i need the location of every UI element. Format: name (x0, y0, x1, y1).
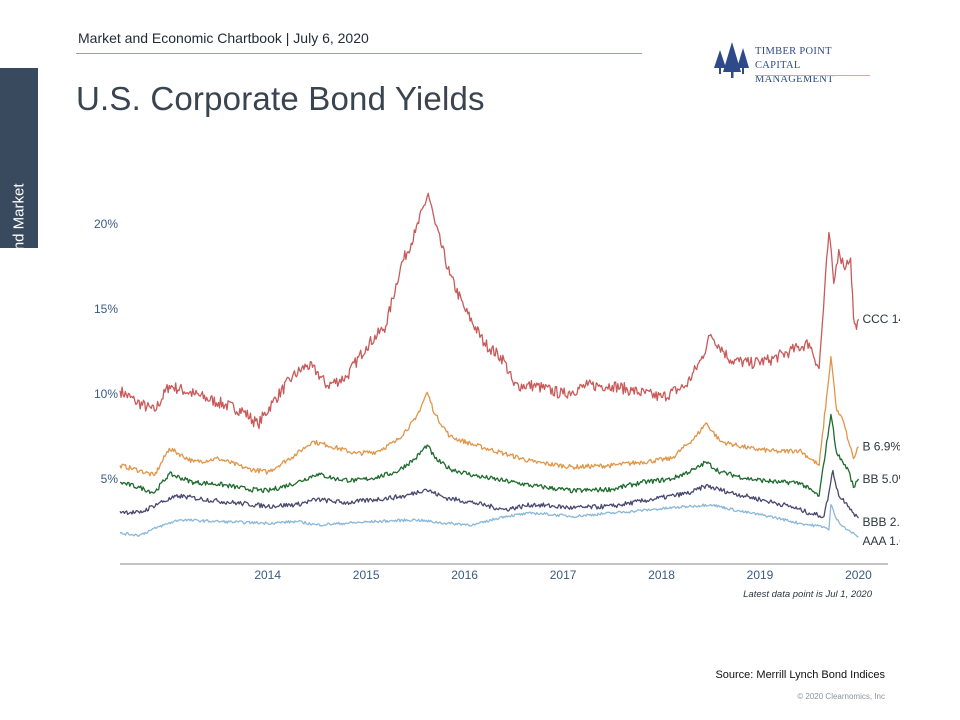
x-tick-label: 2017 (550, 568, 577, 582)
x-tick-label: 2020 (845, 568, 872, 582)
x-tick-label: 2018 (648, 568, 675, 582)
side-tab-label: Bond Market (10, 183, 28, 269)
series-line-bb (119, 413, 860, 497)
logo-line-2: CAPITAL MANAGEMENT (755, 60, 834, 85)
series-end-label-b: B 6.9% (862, 440, 900, 454)
series-end-label-bb: BB 5.0% (862, 472, 900, 486)
latest-data-note: Latest data point is Jul 1, 2020 (743, 589, 873, 600)
copyright-note: © 2020 Clearnomics, Inc (797, 692, 885, 701)
x-tick-label: 2014 (254, 568, 281, 582)
chartbook-header: Market and Economic Chartbook | July 6, … (78, 30, 369, 46)
series-line-bbb (119, 469, 860, 519)
series-end-label-bbb: BBB 2.7% (862, 515, 900, 529)
page-title: U.S. Corporate Bond Yields (76, 80, 485, 117)
source-note: Source: Merrill Lynch Bond Indices (715, 669, 885, 681)
pine-trees-icon (714, 42, 749, 78)
x-tick-label: 2016 (451, 568, 478, 582)
y-tick-label: 5% (101, 472, 119, 486)
series-end-label-ccc: CCC 14.4% (862, 312, 900, 326)
series-line-b (119, 355, 859, 477)
y-tick-label: 20% (94, 217, 118, 231)
y-tick-label: 10% (94, 387, 118, 401)
x-tick-label: 2015 (353, 568, 380, 582)
logo-underline (755, 75, 870, 76)
series-end-label-aaa: AAA 1.6% (862, 534, 900, 548)
x-tick-label: 2019 (747, 568, 774, 582)
header-divider (76, 53, 642, 54)
company-logo: TIMBER POINT CAPITAL MANAGEMENT (712, 40, 872, 85)
bond-yield-chart: 5% 10% 15% 20% 2014 2015 2016 2017 2018 2019 2020 L… (94, 192, 900, 600)
series-line-aaa (119, 503, 859, 538)
side-tab[interactable]: Bond Market (0, 68, 38, 269)
series-line-ccc (119, 192, 860, 430)
logo-line-1: TIMBER POINT (755, 46, 832, 57)
y-tick-label: 15% (94, 302, 118, 316)
logo-text: TIMBER POINT CAPITAL MANAGEMENT (755, 45, 872, 87)
